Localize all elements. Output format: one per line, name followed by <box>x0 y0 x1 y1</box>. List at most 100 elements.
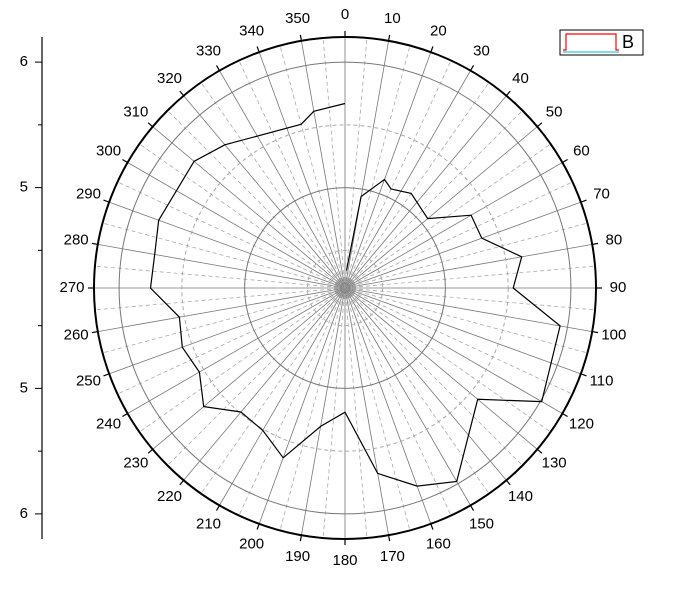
theta-tick-label: 20 <box>430 22 447 39</box>
theta-tick-label: 210 <box>196 515 221 532</box>
theta-tick <box>536 448 543 454</box>
theta-tick-label: 320 <box>157 70 182 87</box>
legend-label: B <box>622 32 634 52</box>
theta-tick-label: 240 <box>96 415 121 432</box>
minor-spoke <box>322 287 346 539</box>
theta-tick-label: 170 <box>380 548 405 565</box>
theta-tick-label: 290 <box>76 186 101 203</box>
theta-tick <box>147 448 154 454</box>
theta-tick-label: 30 <box>473 43 490 60</box>
theta-tick-label: 10 <box>384 10 401 27</box>
theta-tick-label: 300 <box>96 142 121 159</box>
minor-grid-circle <box>306 249 384 327</box>
spoke <box>183 95 346 289</box>
theta-tick <box>562 158 568 164</box>
theta-tick-label: 340 <box>239 22 264 39</box>
theta-tick <box>215 505 221 511</box>
theta-tick <box>122 158 128 164</box>
spoke <box>344 40 389 289</box>
spoke <box>344 287 432 524</box>
spoke <box>344 287 581 375</box>
spoke <box>344 52 432 289</box>
theta-tick-label: 200 <box>239 536 264 553</box>
theta-tick <box>505 90 511 97</box>
theta-tick <box>580 373 587 377</box>
theta-tick-label: 310 <box>123 103 148 120</box>
theta-tick <box>103 373 110 377</box>
r-tick-label: 6 <box>20 53 28 70</box>
spoke <box>219 287 346 506</box>
minor-spoke <box>344 37 368 289</box>
spoke <box>109 201 346 289</box>
spoke <box>183 287 346 481</box>
theta-tick-label: 70 <box>593 186 610 203</box>
theta-tick-label: 60 <box>573 142 590 159</box>
theta-tick-label: 90 <box>610 279 627 296</box>
theta-tick-label: 230 <box>123 454 148 471</box>
grid-circle <box>118 61 572 515</box>
spoke <box>301 287 346 536</box>
spoke <box>301 40 346 289</box>
theta-tick <box>562 412 568 418</box>
theta-tick-label: 350 <box>285 10 310 27</box>
theta-tick <box>430 523 434 530</box>
theta-tick <box>215 65 221 71</box>
theta-tick <box>430 46 434 53</box>
theta-tick-label: 190 <box>285 548 310 565</box>
theta-tick <box>179 90 185 97</box>
theta-tick-label: 120 <box>569 415 594 432</box>
theta-tick-label: 250 <box>76 372 101 389</box>
theta-tick <box>179 479 185 486</box>
theta-tick <box>256 46 260 53</box>
theta-tick <box>536 122 543 128</box>
minor-spoke <box>279 287 346 531</box>
minor-spoke <box>238 287 346 516</box>
r-tick-label: 6 <box>20 505 28 522</box>
spoke <box>152 287 346 450</box>
theta-tick-label: 0 <box>341 6 349 23</box>
spoke <box>344 287 538 450</box>
spoke <box>344 287 389 536</box>
theta-tick-label: 160 <box>426 536 451 553</box>
spoke <box>344 287 507 481</box>
minor-spoke <box>344 60 452 289</box>
theta-tick-label: 330 <box>196 43 221 60</box>
theta-tick <box>387 34 391 41</box>
theta-tick-label: 100 <box>601 326 626 343</box>
r-tick-label: 5 <box>20 379 28 396</box>
theta-tick <box>592 330 599 334</box>
r-tick-label: 5 <box>20 179 28 196</box>
minor-spoke <box>279 45 346 289</box>
theta-tick-label: 150 <box>469 515 494 532</box>
theta-tick-label: 270 <box>59 279 84 296</box>
spoke <box>344 70 471 289</box>
theta-tick-label: 50 <box>546 103 563 120</box>
spoke <box>344 287 563 414</box>
spoke <box>344 162 563 289</box>
theta-tick-label: 280 <box>64 232 89 249</box>
minor-spoke <box>344 287 368 539</box>
theta-tick <box>147 122 154 128</box>
spoke <box>344 287 593 332</box>
theta-tick <box>469 505 475 511</box>
theta-tick-label: 110 <box>590 372 614 389</box>
theta-tick <box>592 242 599 246</box>
minor-spoke <box>322 37 346 289</box>
grid-circle <box>244 187 446 389</box>
data-line <box>149 102 561 487</box>
spoke <box>152 126 346 289</box>
spoke <box>344 287 471 506</box>
legend-swatch <box>563 33 619 51</box>
theta-tick-label: 130 <box>542 454 567 471</box>
spoke <box>344 95 507 289</box>
theta-tick <box>122 412 128 418</box>
minor-grid-circle <box>181 124 509 452</box>
theta-tick <box>299 535 303 542</box>
theta-tick <box>91 330 98 334</box>
minor-spoke <box>238 60 346 289</box>
theta-tick <box>387 535 391 542</box>
spoke <box>97 287 346 332</box>
theta-tick <box>299 34 303 41</box>
theta-tick <box>256 523 260 530</box>
